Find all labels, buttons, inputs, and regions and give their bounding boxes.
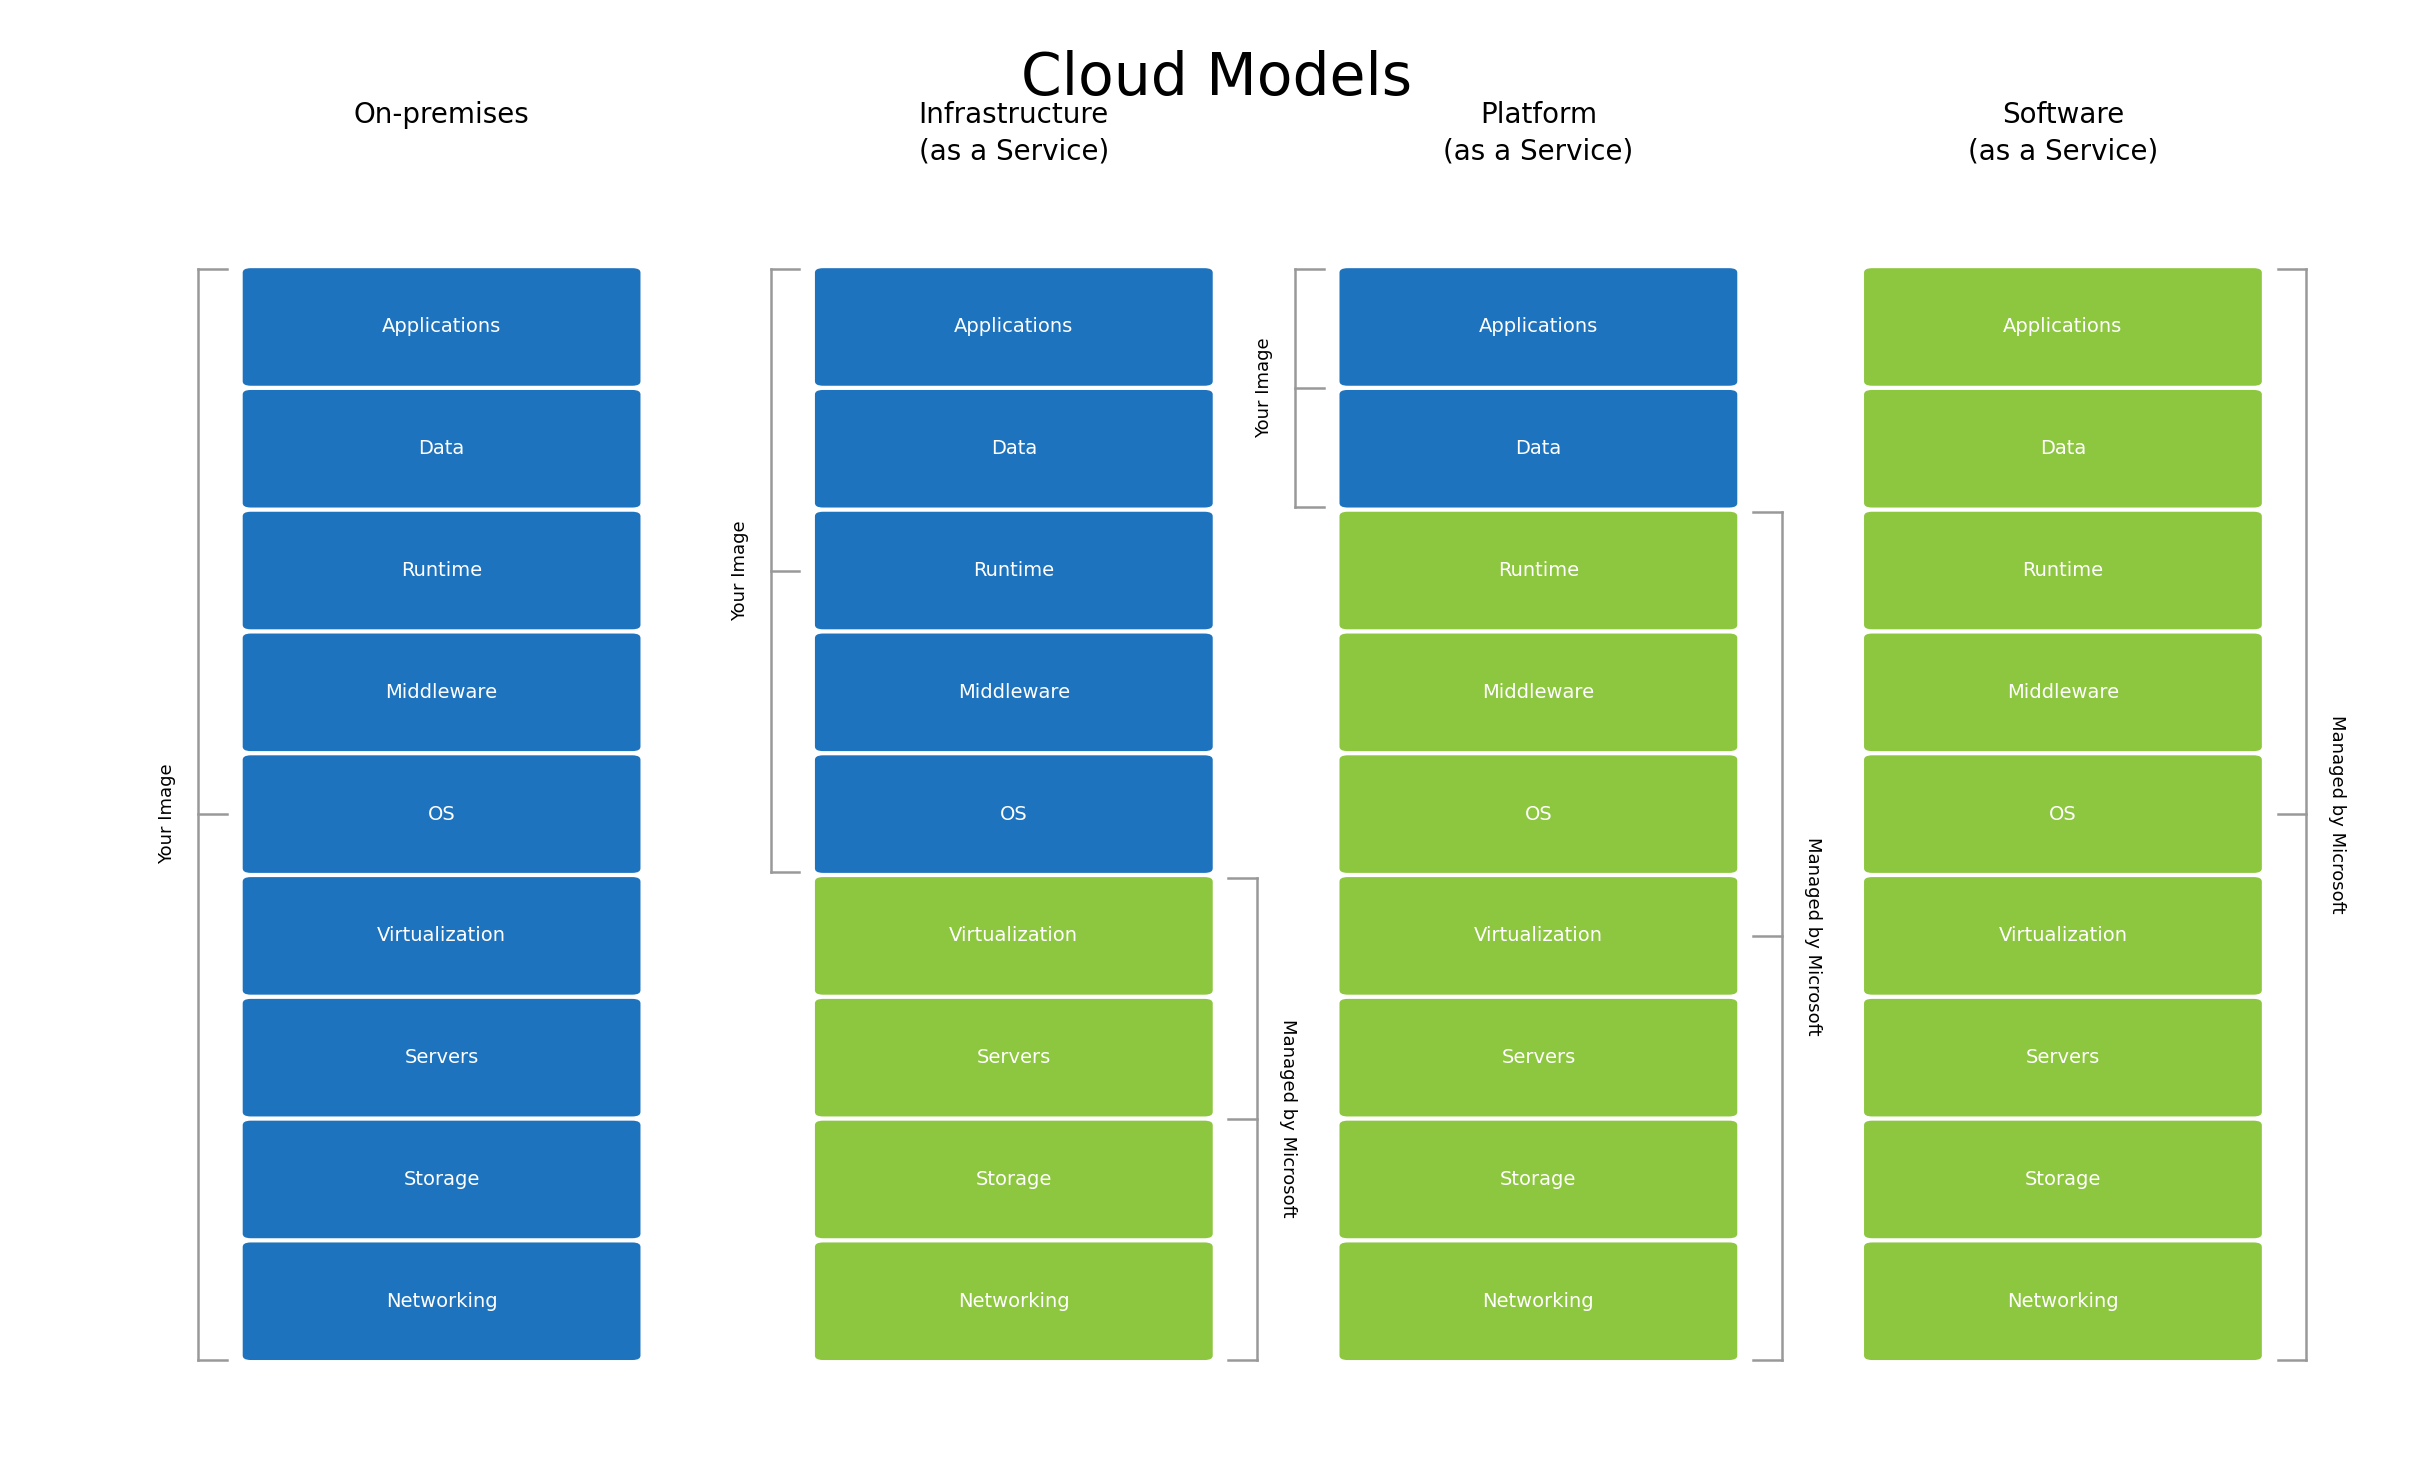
Text: Applications: Applications: [2002, 317, 2122, 336]
FancyBboxPatch shape: [241, 1120, 642, 1240]
Text: Servers: Servers: [2027, 1048, 2100, 1067]
Text: Storage: Storage: [1501, 1170, 1577, 1189]
Text: Cloud Models: Cloud Models: [1022, 51, 1411, 107]
Text: Applications: Applications: [1479, 317, 1598, 336]
Text: Networking: Networking: [1482, 1292, 1594, 1311]
FancyBboxPatch shape: [241, 389, 642, 509]
Text: Your Image: Your Image: [158, 763, 175, 864]
FancyBboxPatch shape: [1864, 266, 2263, 387]
Text: Platform
(as a Service): Platform (as a Service): [1443, 101, 1633, 165]
FancyBboxPatch shape: [813, 266, 1214, 387]
Text: Networking: Networking: [2007, 1292, 2119, 1311]
Text: Managed by Microsoft: Managed by Microsoft: [1280, 1019, 1297, 1218]
Text: Middleware: Middleware: [384, 683, 499, 702]
Text: Storage: Storage: [404, 1170, 479, 1189]
Text: Applications: Applications: [382, 317, 501, 336]
FancyBboxPatch shape: [1864, 754, 2263, 874]
Text: Your Image: Your Image: [730, 520, 749, 621]
FancyBboxPatch shape: [1338, 389, 1740, 509]
Text: Middleware: Middleware: [2007, 683, 2119, 702]
Text: Applications: Applications: [954, 317, 1073, 336]
Text: OS: OS: [1000, 804, 1027, 823]
Text: Your Image: Your Image: [1255, 338, 1272, 439]
Text: Software
(as a Service): Software (as a Service): [1968, 101, 2158, 165]
Text: Runtime: Runtime: [401, 561, 482, 580]
FancyBboxPatch shape: [813, 389, 1214, 509]
FancyBboxPatch shape: [1338, 876, 1740, 996]
Text: Data: Data: [2039, 439, 2085, 458]
Text: On-premises: On-premises: [353, 101, 530, 129]
FancyBboxPatch shape: [1864, 632, 2263, 753]
Text: OS: OS: [2049, 804, 2078, 823]
Text: Storage: Storage: [2024, 1170, 2102, 1189]
Text: Virtualization: Virtualization: [377, 927, 506, 946]
FancyBboxPatch shape: [1864, 510, 2263, 630]
FancyBboxPatch shape: [1338, 1241, 1740, 1361]
Text: Servers: Servers: [1501, 1048, 1577, 1067]
FancyBboxPatch shape: [813, 632, 1214, 753]
FancyBboxPatch shape: [1864, 389, 2263, 509]
Text: OS: OS: [1525, 804, 1552, 823]
Text: Middleware: Middleware: [959, 683, 1071, 702]
Text: Storage: Storage: [976, 1170, 1051, 1189]
FancyBboxPatch shape: [813, 1241, 1214, 1361]
Text: Virtualization: Virtualization: [1474, 927, 1603, 946]
Text: Data: Data: [1516, 439, 1562, 458]
Text: Middleware: Middleware: [1482, 683, 1594, 702]
Text: Virtualization: Virtualization: [1997, 927, 2126, 946]
FancyBboxPatch shape: [1338, 510, 1740, 630]
FancyBboxPatch shape: [1864, 1241, 2263, 1361]
FancyBboxPatch shape: [813, 1120, 1214, 1240]
Text: Servers: Servers: [976, 1048, 1051, 1067]
FancyBboxPatch shape: [1338, 632, 1740, 753]
FancyBboxPatch shape: [1338, 754, 1740, 874]
Text: Infrastructure
(as a Service): Infrastructure (as a Service): [920, 101, 1109, 165]
FancyBboxPatch shape: [813, 876, 1214, 996]
FancyBboxPatch shape: [1338, 266, 1740, 387]
Text: Data: Data: [418, 439, 465, 458]
FancyBboxPatch shape: [241, 510, 642, 630]
FancyBboxPatch shape: [241, 1241, 642, 1361]
FancyBboxPatch shape: [813, 997, 1214, 1118]
FancyBboxPatch shape: [1338, 997, 1740, 1118]
FancyBboxPatch shape: [241, 876, 642, 996]
Text: Managed by Microsoft: Managed by Microsoft: [2328, 715, 2345, 914]
FancyBboxPatch shape: [241, 632, 642, 753]
FancyBboxPatch shape: [813, 754, 1214, 874]
Text: Networking: Networking: [959, 1292, 1071, 1311]
Text: Servers: Servers: [404, 1048, 479, 1067]
Text: OS: OS: [428, 804, 455, 823]
FancyBboxPatch shape: [241, 754, 642, 874]
FancyBboxPatch shape: [1338, 1120, 1740, 1240]
Text: Networking: Networking: [387, 1292, 496, 1311]
FancyBboxPatch shape: [241, 997, 642, 1118]
Text: Virtualization: Virtualization: [949, 927, 1078, 946]
FancyBboxPatch shape: [813, 510, 1214, 630]
FancyBboxPatch shape: [1864, 1120, 2263, 1240]
FancyBboxPatch shape: [1864, 876, 2263, 996]
Text: Managed by Microsoft: Managed by Microsoft: [1803, 836, 1822, 1035]
FancyBboxPatch shape: [241, 266, 642, 387]
Text: Runtime: Runtime: [1499, 561, 1579, 580]
FancyBboxPatch shape: [1864, 997, 2263, 1118]
Text: Runtime: Runtime: [973, 561, 1053, 580]
Text: Runtime: Runtime: [2022, 561, 2105, 580]
Text: Data: Data: [990, 439, 1036, 458]
